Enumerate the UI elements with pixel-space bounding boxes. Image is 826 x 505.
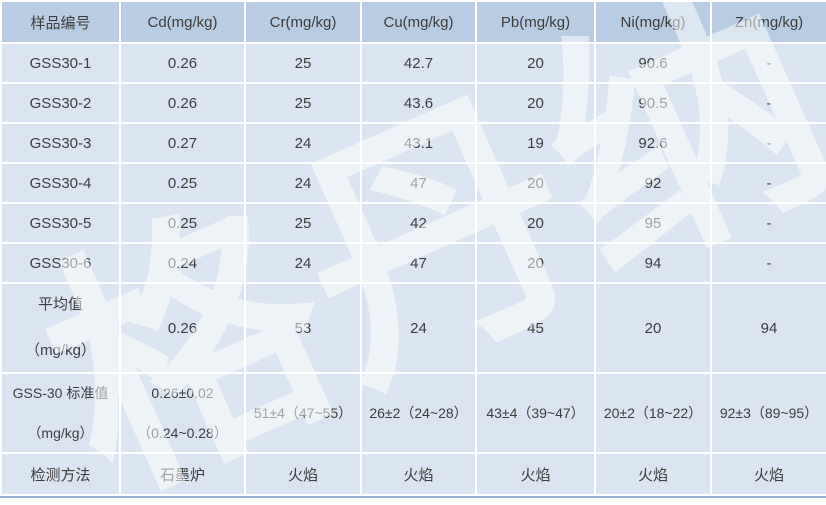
table-cell: 20: [475, 82, 596, 124]
table-cell: 47: [360, 242, 477, 284]
table-row: GSS30-4 0.25 24 47 20 92 -: [0, 162, 826, 204]
table-cell: 25: [244, 42, 362, 84]
header-cd: Cd(mg/kg): [119, 0, 246, 44]
sample-id-cell: GSS30-2: [0, 82, 121, 124]
header-sample-id: 样品编号: [0, 0, 121, 44]
table-cell: 24: [244, 242, 362, 284]
table-cell: 0.26: [119, 82, 246, 124]
table-cell: 25: [244, 202, 362, 244]
sample-id-cell: GSS30-4: [0, 162, 121, 204]
table-cell: 火焰: [710, 452, 826, 496]
table-cell: 43.1: [360, 122, 477, 164]
standard-label-line1: GSS-30 标准值: [12, 385, 109, 401]
table-cell: 92: [594, 162, 712, 204]
average-label-line2: （mg/kg）: [25, 342, 96, 359]
average-row: 平均值 （mg/kg） 0.26 53 24 45 20 94: [0, 282, 826, 374]
table-cell: 94: [594, 242, 712, 284]
table-cell: -: [710, 202, 826, 244]
table-cell: 45: [475, 282, 596, 374]
table-cell: 火焰: [244, 452, 362, 496]
table-cell: 0.25: [119, 162, 246, 204]
average-label-cell: 平均值 （mg/kg）: [0, 282, 121, 374]
table-cell: 20: [594, 282, 712, 374]
table-bottom-rule: [0, 496, 826, 498]
sample-id-cell: GSS30-6: [0, 242, 121, 284]
method-label-cell: 检测方法: [0, 452, 121, 496]
header-ni: Ni(mg/kg): [594, 0, 712, 44]
table-cell: 20: [475, 162, 596, 204]
table-cell: 90.6: [594, 42, 712, 84]
table-cell: 火焰: [475, 452, 596, 496]
average-label-line1: 平均值: [37, 296, 83, 313]
standard-cd-line1: 0.26±0.02: [151, 385, 214, 401]
table-cell: 53: [244, 282, 362, 374]
header-cu: Cu(mg/kg): [360, 0, 477, 44]
table-cell: 26±2（24~28）: [360, 372, 477, 454]
table-cell: -: [710, 122, 826, 164]
table-cell: -: [710, 162, 826, 204]
table-row: GSS30-5 0.25 25 42 20 95 -: [0, 202, 826, 244]
standard-label-cell: GSS-30 标准值 （mg/kg）: [0, 372, 121, 454]
table-cell: 19: [475, 122, 596, 164]
table-header-row: 样品编号 Cd(mg/kg) Cr(mg/kg) Cu(mg/kg) Pb(mg…: [0, 0, 826, 44]
table-cell: 石墨炉: [119, 452, 246, 496]
table-cell: 94: [710, 282, 826, 374]
table-cell: -: [710, 242, 826, 284]
table-cell: 43.6: [360, 82, 477, 124]
table-cell: -: [710, 42, 826, 84]
table-cell: 47: [360, 162, 477, 204]
table-cell: 火焰: [594, 452, 712, 496]
standard-label-line2: （mg/kg）: [27, 425, 94, 441]
table-row: GSS30-2 0.26 25 43.6 20 90.5 -: [0, 82, 826, 124]
table-cell: 0.24: [119, 242, 246, 284]
table-cell: 20±2（18~22）: [594, 372, 712, 454]
table-cell: 25: [244, 82, 362, 124]
table-cell: 90.5: [594, 82, 712, 124]
table-cell: 20: [475, 42, 596, 84]
sample-id-cell: GSS30-5: [0, 202, 121, 244]
table-cell: 51±4（47~55）: [244, 372, 362, 454]
table-cell: 92±3（89~95）: [710, 372, 826, 454]
table-cell: 0.27: [119, 122, 246, 164]
table-cell: 24: [244, 162, 362, 204]
table-cell: 42.7: [360, 42, 477, 84]
method-row: 检测方法 石墨炉 火焰 火焰 火焰 火焰 火焰: [0, 452, 826, 496]
table-cell: 火焰: [360, 452, 477, 496]
table-cell: 0.26: [119, 282, 246, 374]
table-cell: 0.25: [119, 202, 246, 244]
header-pb: Pb(mg/kg): [475, 0, 596, 44]
table-cell: 24: [244, 122, 362, 164]
table-row: GSS30-1 0.26 25 42.7 20 90.6 -: [0, 42, 826, 84]
table-cell: 24: [360, 282, 477, 374]
table-cell: 42: [360, 202, 477, 244]
table-cell: 20: [475, 242, 596, 284]
table-row: GSS30-6 0.24 24 47 20 94 -: [0, 242, 826, 284]
header-cr: Cr(mg/kg): [244, 0, 362, 44]
sample-id-cell: GSS30-1: [0, 42, 121, 84]
sample-id-cell: GSS30-3: [0, 122, 121, 164]
table-cell: -: [710, 82, 826, 124]
table-cell: 92.6: [594, 122, 712, 164]
header-zn: Zn(mg/kg): [710, 0, 826, 44]
table-cell: 43±4（39~47）: [475, 372, 596, 454]
standard-cd-cell: 0.26±0.02 （0.24~0.28）: [119, 372, 246, 454]
table-cell: 20: [475, 202, 596, 244]
table-cell: 95: [594, 202, 712, 244]
standard-value-row: GSS-30 标准值 （mg/kg） 0.26±0.02 （0.24~0.28）…: [0, 372, 826, 454]
standard-cd-line2: （0.24~0.28）: [137, 425, 228, 441]
table-cell: 0.26: [119, 42, 246, 84]
table-row: GSS30-3 0.27 24 43.1 19 92.6 -: [0, 122, 826, 164]
